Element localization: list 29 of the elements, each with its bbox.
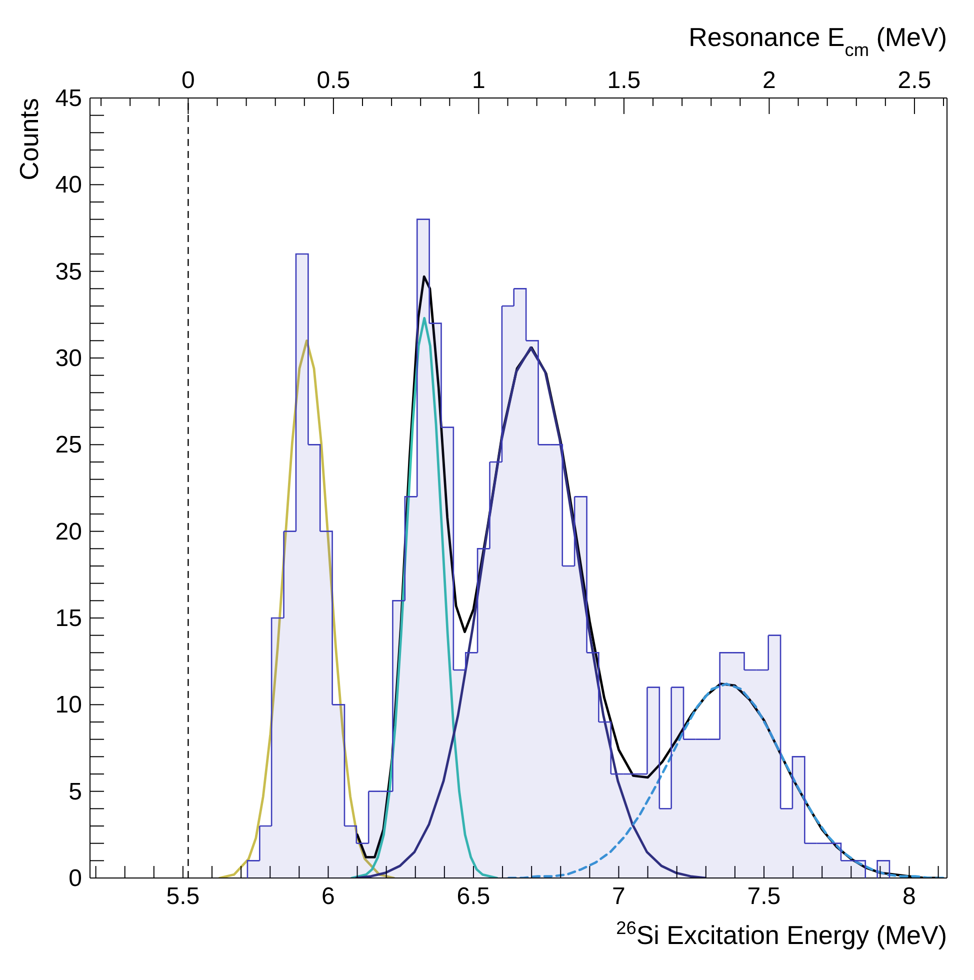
x2-tick-label: 2.5 [898,67,932,94]
x-tick-label: 7 [612,883,626,910]
x-axis-title: $^{26}$Si Excitation Energy (MeV) [616,918,947,950]
x2-tick-label: 0.5 [316,67,350,94]
x-tick-label: 7.5 [747,883,781,910]
line-series [507,682,946,878]
y-tick-label: 10 [55,692,82,719]
x-tick-label: 6.5 [456,883,490,910]
y-tick-label: 5 [68,778,82,806]
x2-axis-title: Resonance E$_{cm}$ (MeV) [688,22,947,60]
x2-tick-label: 1.5 [607,67,641,94]
y-tick-label: 20 [55,518,82,546]
x-tick-label: 6 [322,883,335,910]
y-tick-label: 25 [55,432,82,459]
x2-tick-label: 2 [762,67,776,94]
y-tick-label: 40 [55,172,82,199]
y-tick-label: 15 [55,605,82,632]
line-series [355,346,706,878]
y-tick-label: 0 [68,865,82,892]
y-axis-title: Counts [14,98,44,180]
y-tick-label: 45 [55,85,82,112]
line-series [218,339,396,878]
y-tick-label: 30 [55,345,82,372]
y-tick-label: 35 [55,258,82,286]
x-tick-label: 8 [902,883,916,910]
x2-tick-label: 1 [472,67,486,94]
x-tick-label: 5.5 [166,883,200,910]
x2-tick-label: 0 [182,67,195,94]
line-series [350,316,498,878]
